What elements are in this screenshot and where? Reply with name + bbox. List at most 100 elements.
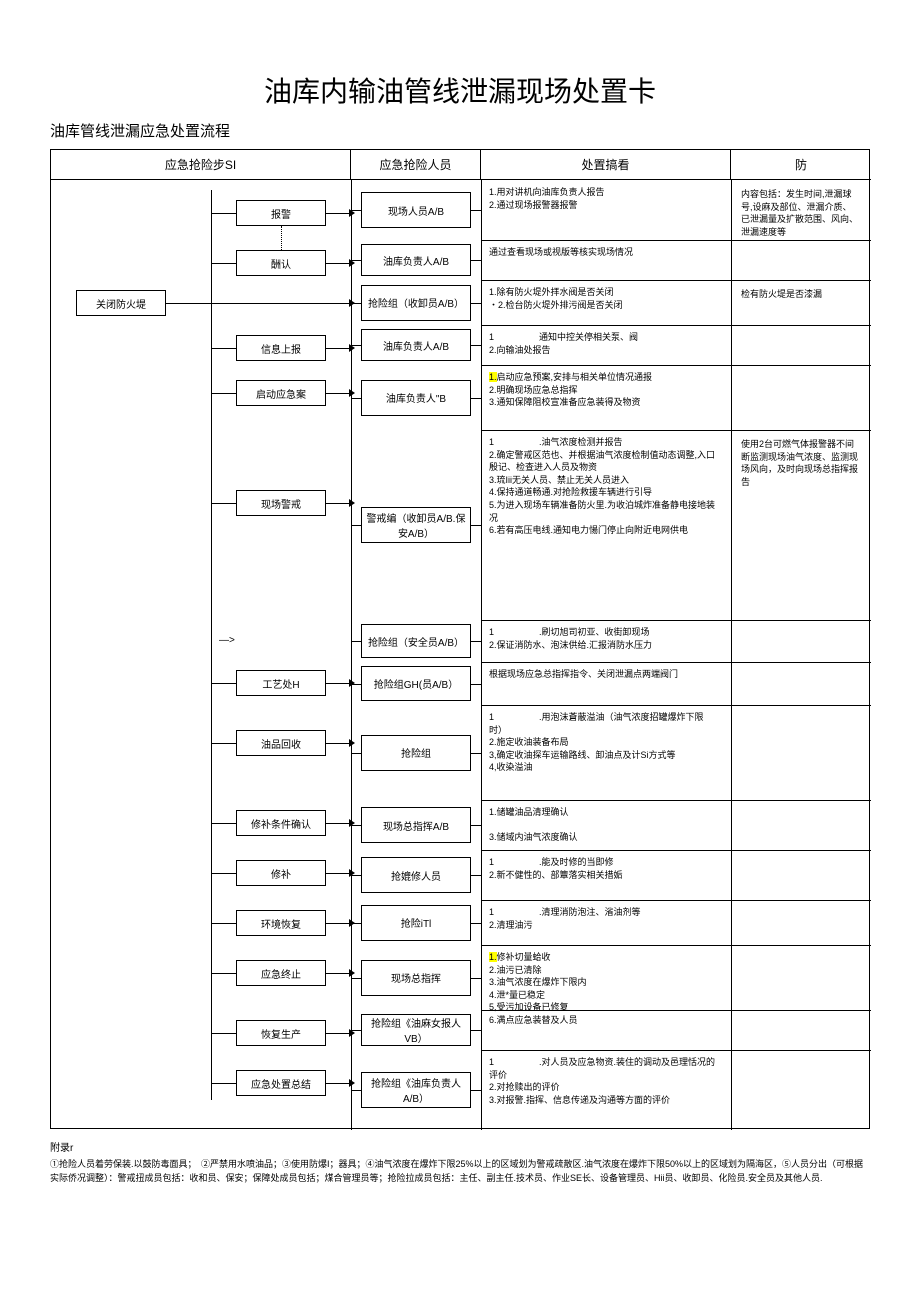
row-divider (481, 365, 871, 366)
connector (211, 683, 236, 684)
connector (326, 213, 351, 214)
connector (351, 875, 361, 876)
row-divider (481, 280, 871, 281)
action-text: 1 .清理消防泡注、渻油剂等 2.清理油污 (483, 902, 727, 935)
row-divider (481, 430, 871, 431)
personnel-box: 现场总指挥A/B (361, 807, 471, 843)
connector (211, 1083, 236, 1084)
connector (351, 641, 361, 642)
appendix-body: ①抢险人员着劳保装.以鼓防毒面具； ②严禁用水喷油品；③使用防爆I；器具；④油气… (50, 1158, 870, 1185)
connector (351, 923, 361, 924)
connector (351, 398, 361, 399)
action-text: 1 .用泡沫蒼蔽溢油（油气浓度招罐爆炸下限时） 2.施定收油装备布局 3,确定收… (483, 707, 727, 778)
connector (211, 973, 236, 974)
connector (471, 825, 481, 826)
connector (326, 1033, 351, 1034)
connector (471, 753, 481, 754)
connector (326, 743, 351, 744)
connector (211, 393, 236, 394)
arrow-icon (349, 389, 355, 397)
personnel-box: 抢险组《油库负责人A/B） (361, 1072, 471, 1108)
connector (471, 345, 481, 346)
arrow-icon (349, 969, 355, 977)
connector (326, 973, 351, 974)
connector (211, 263, 236, 264)
connector (211, 743, 236, 744)
action-text: 1.用对讲机向油库负责人报告 2.通过现场报警器报警 (483, 182, 727, 215)
personnel-box: 油库负责人A/B (361, 329, 471, 361)
branch-arrow-icon: —> (219, 635, 235, 646)
step-box: 修补 (236, 860, 326, 886)
connector (471, 684, 481, 685)
note-text: 内容包括：发生时间,泄漏球号,设麻及部位、泄漏介质、已泄漏量及扩散范围、风向、泄… (735, 184, 865, 242)
connector (211, 823, 236, 824)
step-box: 酬认 (236, 250, 326, 276)
connector (211, 213, 236, 214)
connector (351, 1090, 361, 1091)
col-notes: 防 (731, 150, 871, 180)
flowchart: 应急抢险步SI 应急抢险人员 处置搞看 防 报警现场人员A/B1.用对讲机向油库… (50, 149, 870, 1129)
divider (731, 180, 732, 1130)
connector (471, 1090, 481, 1091)
connector (326, 263, 351, 264)
step-box: 信息上报 (236, 335, 326, 361)
personnel-box: 现场总指挥 (361, 960, 471, 996)
step-box: 恢复生产 (236, 1020, 326, 1046)
connector (471, 398, 481, 399)
action-text: 1 .能及时修的当即修 2.新不健性的、部簟落实相关措姤 (483, 852, 727, 885)
action-text: 1 通知中控关停相关泵、阀 2.向输油处报告 (483, 327, 727, 360)
connector (211, 923, 236, 924)
connector (326, 393, 351, 394)
connector (471, 875, 481, 876)
connector (326, 1083, 351, 1084)
arrow-icon (349, 739, 355, 747)
spine (211, 190, 212, 1100)
connector (326, 503, 351, 504)
dotted-connector (281, 226, 282, 250)
appendix-title: 附录r (50, 1141, 870, 1156)
connector (166, 303, 351, 304)
step-box: 环境恢复 (236, 910, 326, 936)
connector (351, 303, 361, 304)
connector (471, 525, 481, 526)
step-box: 报警 (236, 200, 326, 226)
personnel-box: 警戒编（收卸员A/B.保安A/B） (361, 507, 471, 543)
divider (481, 180, 482, 1130)
personnel-box: 现场人员A/B (361, 192, 471, 228)
action-text: 1 .刷切旭司初亚、收街卸现场 2.保证消防水、泡沫供给.汇报消防水压力 (483, 622, 727, 655)
personnel-box: 抢险组（收卸员A/B） (361, 285, 471, 321)
connector (471, 210, 481, 211)
connector (351, 753, 361, 754)
connector (211, 1033, 236, 1034)
personnel-box: 抢险组（安全员A/B） (361, 624, 471, 658)
row-divider (481, 945, 871, 946)
connector (471, 260, 481, 261)
connector (326, 873, 351, 874)
row-divider (481, 325, 871, 326)
arrow-icon (349, 499, 355, 507)
connector (351, 210, 361, 211)
step-box-left: 关闭防火堤 (76, 290, 166, 316)
step-box: 启动应急案 (236, 380, 326, 406)
row-divider (481, 705, 871, 706)
connector (211, 873, 236, 874)
action-text: 1.储罐油品清理确认 3.储域内油气浓度确认 (483, 802, 727, 848)
row-divider (481, 800, 871, 801)
row-divider (481, 662, 871, 663)
connector (351, 260, 361, 261)
divider (351, 180, 352, 1130)
action-text: 通过查看现场或视版等核实现场情况 (483, 242, 727, 263)
personnel-box: 抢险iTl (361, 905, 471, 941)
connector (471, 978, 481, 979)
row-divider (481, 850, 871, 851)
step-box: 工艺处H (236, 670, 326, 696)
step-box: 油品回收 (236, 730, 326, 756)
action-text: 1.除有防火堤外拝水阀是否关闭 ・2.检台防火堤外排污阀是否关闭 (483, 282, 727, 315)
action-text: 1 .油气浓度检测并报告 2.确定警戒区范也、并根据油气浓度检制值动态调整,入口… (483, 432, 727, 541)
col-personnel: 应急抢险人员 (351, 150, 481, 180)
note-text: 检有防火堤是否漆漏 (735, 284, 865, 305)
action-text: 1 .对人员及应急物资.装住的调动及邑理恬况的评价 2.对抢赎出的评价 3.对报… (483, 1052, 727, 1110)
connector (326, 348, 351, 349)
connector (326, 683, 351, 684)
connector (471, 1030, 481, 1031)
